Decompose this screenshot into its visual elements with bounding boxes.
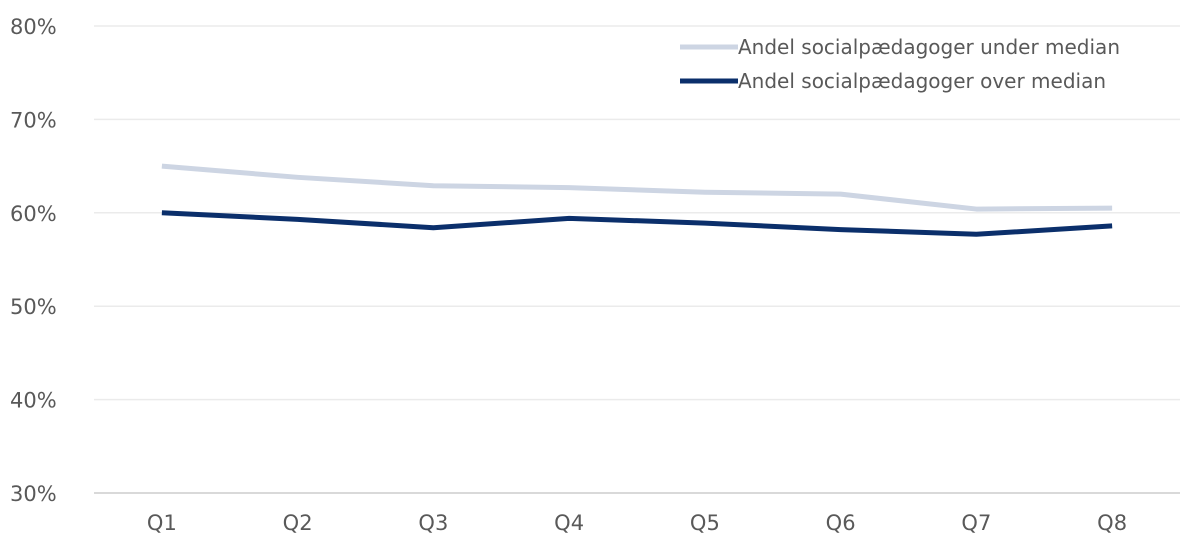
x-tick-label: Q5 [690,511,720,535]
y-tick-label: 40% [10,389,57,413]
x-tick-label: Q1 [147,511,177,535]
legend: Andel socialpædagoger under median Andel … [680,35,1120,93]
x-tick-label: Q6 [826,511,856,535]
y-tick-label: 50% [10,295,57,319]
legend-label: Andel socialpædagoger over median [738,69,1106,93]
gridlines [94,25,1180,494]
legend-label: Andel socialpædagoger under median [738,35,1120,59]
y-tick-label: 70% [10,108,57,132]
y-tick-label: 60% [10,202,57,226]
y-tick-label: 80% [10,15,57,39]
x-tick-label: Q7 [961,511,991,535]
x-axis-tick-labels: Q1 Q2 Q3 Q4 Q5 Q6 Q7 Q8 [147,511,1127,535]
series-line-2 [161,210,1113,237]
x-tick-label: Q8 [1097,511,1127,535]
x-tick-label: Q2 [283,511,313,535]
series-lines [161,163,1113,237]
x-tick-label: Q3 [418,511,448,535]
y-tick-label: 30% [10,482,57,506]
series-line-1 [161,163,1113,212]
x-tick-label: Q4 [554,511,584,535]
y-axis-tick-labels: 30% 40% 50% 60% 70% 80% [10,15,57,506]
